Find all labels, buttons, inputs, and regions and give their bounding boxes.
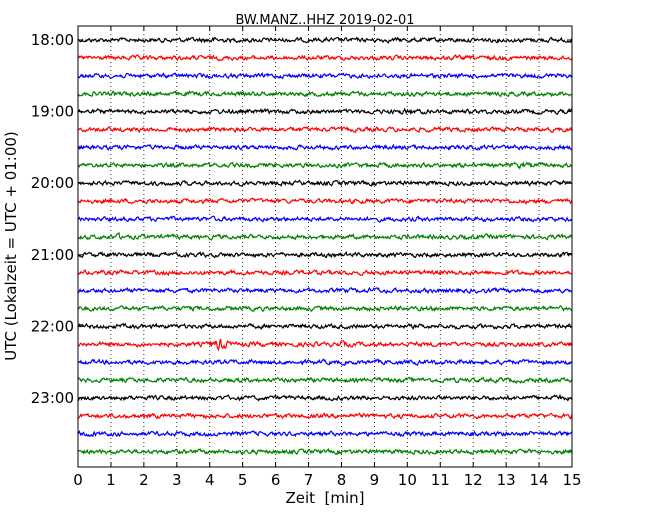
y-tick-label: 20:00 [31,174,74,192]
plot-frame [77,25,573,468]
x-tick-label: 3 [172,471,182,489]
x-tick-label: 12 [464,471,483,489]
chart-title: BW.MANZ..HHZ 2019-02-01 [235,13,414,28]
x-tick-label: 5 [238,471,248,489]
y-tick-label: 19:00 [31,103,74,121]
trace-2330 [77,430,573,438]
trace-1900 [77,107,573,116]
trace-2100 [77,251,573,259]
x-tick-label: 1 [106,471,116,489]
trace-2215 [77,338,573,352]
x-tick-label: 8 [337,471,347,489]
trace-1930 [77,143,573,152]
x-tick-label: 6 [271,471,281,489]
trace-1815 [78,54,573,62]
x-tick-label: 9 [370,471,380,489]
y-axis-label: UTC (Lokalzeit = UTC + 01:00) [2,131,20,361]
x-tick-label: 4 [205,471,215,489]
trace-2115 [77,269,573,277]
ticks: 0 1 2 3 4 5 6 7 8 9 10 11 12 13 14 1518:0019:0020:0021:… [31,26,582,489]
x-axis-label: Zeit [min] [285,489,364,507]
x-tick-label: 2 [139,471,149,489]
grid-lines [110,26,540,467]
trace-2315 [77,412,573,420]
trace-2245 [77,376,573,384]
y-tick-label: 18:00 [31,31,74,49]
trace-1800 [77,36,573,44]
x-tick-label: 7 [304,471,314,489]
traces [77,36,573,456]
trace-2345 [77,447,573,456]
trace-2230 [77,358,573,367]
x-tick-label: 0 [73,471,83,489]
x-tick-label: 11 [431,471,450,489]
trace-1945 [77,160,573,170]
x-tick-label: 15 [562,471,581,489]
trace-2000 [77,179,573,187]
trace-2200 [77,322,573,330]
trace-2300 [77,393,573,402]
x-tick-label: 14 [530,471,549,489]
trace-1915 [77,125,573,134]
x-tick-label: 10 [398,471,417,489]
y-tick-label: 23:00 [31,389,74,407]
trace-2130 [77,286,573,295]
trace-1830 [77,72,573,80]
trace-2030 [77,215,573,223]
trace-2015 [77,197,573,205]
x-tick-label: 13 [497,471,516,489]
trace-2145 [77,304,573,313]
trace-1845 [77,90,573,98]
trace-2045 [77,231,573,241]
y-tick-label: 22:00 [31,317,74,335]
y-tick-label: 21:00 [31,246,74,264]
